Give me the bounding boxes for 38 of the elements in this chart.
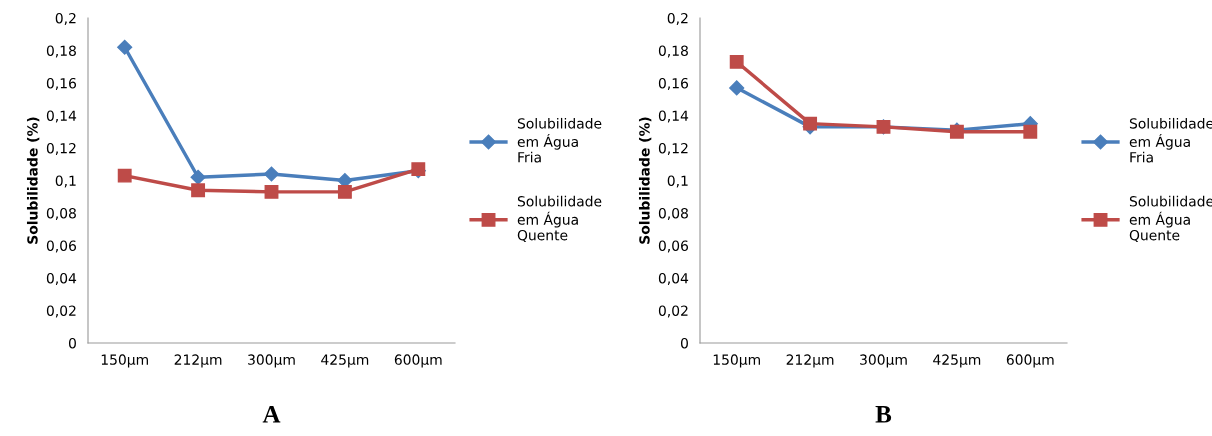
y-tick-label: 0,02: [46, 305, 76, 318]
y-tick-label: 0,16: [658, 77, 689, 90]
x-tick-label: 300µm: [860, 354, 907, 368]
y-tick-label: 0,02: [658, 305, 688, 318]
y-tick-label: 0,16: [46, 77, 77, 90]
y-tick-label: 0,06: [46, 240, 77, 253]
y-tick-label: 0,14: [46, 110, 77, 123]
y-tick-label: 0,08: [658, 207, 688, 220]
y-tick-label: 0,04: [658, 272, 689, 285]
legend-label: Solubilidade em Água Quente: [517, 195, 602, 242]
x-tick-label: 425µm: [321, 354, 369, 368]
y-tick-label: 0,18: [658, 45, 688, 58]
x-tick-label: 600µm: [394, 354, 442, 368]
y-tick-label: 0,2: [667, 12, 688, 25]
y-tick-label: 0,04: [46, 272, 77, 285]
y-axis-title: Solubilidade (%): [26, 117, 40, 244]
y-tick-label: 0: [680, 337, 688, 349]
text: A: [262, 405, 281, 423]
y-axis-title: Solubilidade (%): [638, 117, 652, 244]
y-tick-label: 0,18: [46, 45, 76, 58]
x-tick-label: 600µm: [1006, 354, 1054, 368]
y-tick-label: 0,12: [658, 142, 688, 155]
y-tick-label: 0,2: [55, 12, 76, 25]
y-tick-label: 0,14: [658, 110, 689, 123]
x-tick-label: 150µm: [713, 354, 760, 368]
x-tick-label: 212µm: [174, 354, 222, 368]
y-tick-label: 0,08: [46, 207, 76, 220]
y-tick-label: 0: [68, 337, 76, 349]
x-tick-label: 425µm: [933, 354, 981, 368]
x-tick-label: 212µm: [786, 354, 834, 368]
text: B: [875, 406, 892, 423]
y-tick-label: 0,1: [667, 175, 688, 188]
x-tick-label: 300µm: [248, 354, 295, 368]
y-tick-label: 0,12: [46, 142, 76, 155]
y-tick-label: 0,06: [658, 240, 689, 253]
legend-label: Solubilidade em Água Fria: [517, 117, 602, 163]
x-tick-label: 150µm: [101, 354, 148, 368]
y-tick-label: 0,1: [55, 175, 76, 188]
